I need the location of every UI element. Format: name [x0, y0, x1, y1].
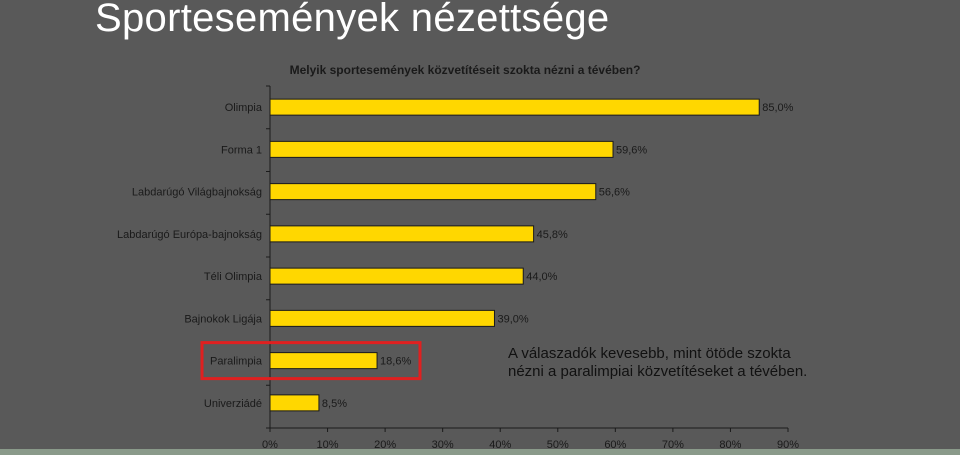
data-label: 45,8% — [537, 229, 568, 241]
data-label: 18,6% — [380, 356, 411, 368]
x-tick-label: 20% — [374, 439, 396, 451]
data-label: 85,0% — [762, 102, 793, 114]
category-label: Paralimpia — [210, 356, 263, 368]
bar — [269, 98, 760, 116]
data-label: 39,0% — [497, 313, 528, 325]
data-label: 8,5% — [322, 398, 347, 410]
bar — [269, 140, 614, 158]
bar — [269, 267, 524, 285]
category-label: Téli Olimpia — [204, 271, 263, 283]
bar — [269, 183, 597, 201]
chart-title: Melyik sportesemények közvetítéseit szok… — [289, 63, 641, 77]
annotation-note: A válaszadók kevesebb, mint ötöde szokta… — [508, 345, 808, 380]
bar — [269, 394, 320, 412]
category-label: Forma 1 — [221, 144, 262, 156]
data-label: 56,6% — [599, 187, 630, 199]
slide-title: Sportesemények nézettsége — [95, 0, 610, 40]
category-label: Univerziádé — [204, 398, 262, 410]
bar — [269, 225, 535, 243]
x-tick-label: 80% — [719, 439, 741, 451]
category-label: Olimpia — [225, 102, 263, 114]
x-tick-label: 70% — [662, 439, 684, 451]
bar — [269, 352, 378, 370]
x-tick-label: 90% — [777, 439, 799, 451]
x-tick-label: 10% — [317, 439, 339, 451]
category-label: Bajnokok Ligája — [184, 313, 263, 325]
bottom-strip — [0, 449, 960, 455]
x-tick-label: 0% — [262, 439, 278, 451]
data-label: 44,0% — [526, 271, 557, 283]
x-tick-label: 60% — [604, 439, 626, 451]
highlight-box — [200, 341, 422, 381]
data-label: 59,6% — [616, 144, 647, 156]
x-tick-label: 40% — [489, 439, 511, 451]
category-label: Labdarúgó Európa-bajnokság — [117, 229, 262, 241]
x-tick-label: 50% — [547, 439, 569, 451]
bar — [269, 309, 495, 327]
x-tick-label: 30% — [432, 439, 454, 451]
category-label: Labdarúgó Világbajnokság — [132, 187, 262, 199]
